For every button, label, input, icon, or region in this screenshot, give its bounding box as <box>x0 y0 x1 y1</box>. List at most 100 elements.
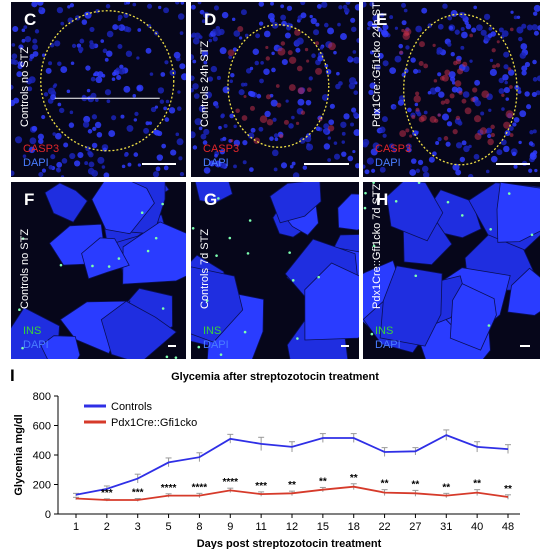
insulin-spot <box>146 249 150 253</box>
figure-letter: I <box>10 366 15 385</box>
insulin-spot <box>161 307 165 310</box>
tissue-lobe <box>81 237 130 280</box>
insulin-spot <box>489 228 492 231</box>
panel-e: E Pdx1Cre::Gfi1cko 24h STZ CASP3 DAPI <box>363 2 540 177</box>
significance-marker: *** <box>255 481 267 492</box>
stain-label: INS <box>375 325 394 337</box>
micrograph-image <box>363 2 540 177</box>
insulin-spot <box>215 254 218 257</box>
micrograph-image <box>11 182 186 359</box>
scale-bar <box>520 345 530 347</box>
insulin-spot <box>317 275 320 279</box>
insulin-spot <box>446 200 450 204</box>
insulin-spot <box>248 219 252 222</box>
insulin-spot <box>140 211 144 215</box>
x-tick-label: 22 <box>378 521 390 533</box>
micrograph-image <box>363 182 540 359</box>
dapi-label: DAPI <box>23 157 49 169</box>
y-tick-label: 0 <box>45 509 51 521</box>
significance-marker: **** <box>192 482 208 493</box>
islet-outline <box>40 10 175 152</box>
significance-marker: ** <box>319 476 327 487</box>
significance-marker: ** <box>442 482 450 493</box>
insulin-spot <box>117 257 121 260</box>
significance-marker: ** <box>288 480 296 491</box>
tissue-lobe <box>194 182 233 204</box>
x-axis-title: Days post streptozotocin treatment <box>197 538 382 549</box>
insulin-spot <box>165 355 169 359</box>
insulin-spot <box>487 324 491 327</box>
insulin-spot <box>414 274 418 278</box>
islet-outline <box>403 13 518 166</box>
x-tick-label: 12 <box>286 521 298 533</box>
y-tick-label: 800 <box>33 391 51 403</box>
significance-marker: **** <box>222 477 238 488</box>
x-tick-label: 1 <box>73 521 79 533</box>
micrograph-image <box>191 2 359 177</box>
panel-letter: F <box>24 190 35 209</box>
scale-bar <box>304 163 349 165</box>
x-tick-label: 5 <box>166 521 172 533</box>
insulin-spot <box>161 202 164 206</box>
scale-bar <box>341 345 349 347</box>
tissue-lobe <box>122 221 186 285</box>
insulin-spot <box>174 356 178 359</box>
islet-outline <box>227 24 330 148</box>
micrograph-image <box>11 2 186 177</box>
y-tick-label: 600 <box>33 421 51 433</box>
x-tick-label: 18 <box>348 521 360 533</box>
x-tick-label: 8 <box>196 521 202 533</box>
insulin-spot <box>370 332 374 336</box>
glycemia-chart: Glycemia after streptozotocin treatment 0… <box>13 371 520 549</box>
x-tick-label: 31 <box>440 521 452 533</box>
insulin-spot <box>243 330 247 334</box>
insulin-spot <box>18 308 21 312</box>
significance-marker: ** <box>504 484 512 495</box>
panel-condition-label: Pdx1Cre::Gfi1cko 7d STZ <box>371 183 383 309</box>
panel-f: F Controls no STZ INS DAPI <box>11 182 186 359</box>
panel-letter: H <box>376 190 389 209</box>
tissue-lobe <box>386 182 444 242</box>
stain-label: INS <box>23 325 42 337</box>
insulin-spot <box>372 244 376 248</box>
dapi-label: DAPI <box>23 339 49 351</box>
tissue-lobe <box>44 182 88 223</box>
panel-condition-label: Controls no STZ <box>19 228 31 309</box>
dapi-label: DAPI <box>375 157 401 169</box>
x-tick-label: 9 <box>227 521 233 533</box>
significance-marker: ** <box>473 479 481 490</box>
tissue-lobe <box>91 182 155 235</box>
scale-bar <box>496 163 530 165</box>
significance-marker: ** <box>350 473 358 484</box>
insulin-spot <box>219 353 223 356</box>
insulin-spot <box>191 226 195 230</box>
x-tick-label: 15 <box>317 521 329 533</box>
insulin-spot <box>507 192 511 195</box>
insulin-spot <box>460 214 464 217</box>
series-line-1 <box>75 485 509 501</box>
insulin-spot <box>21 346 24 350</box>
chart-title: Glycemia after streptozotocin treatment <box>171 371 379 383</box>
insulin-spot <box>291 279 295 282</box>
tissue-lobe <box>191 266 244 343</box>
significance-marker: ** <box>412 479 420 490</box>
insulin-spot <box>197 345 201 349</box>
stain-label: CASP3 <box>23 143 60 155</box>
x-tick-label: 11 <box>255 521 266 533</box>
panel-letter: D <box>204 10 217 29</box>
insulin-spot <box>91 264 94 268</box>
stain-label: CASP3 <box>375 143 412 155</box>
panel-condition-label: Controls 24h STZ <box>199 40 211 127</box>
x-tick-label: 48 <box>502 521 514 533</box>
tissue-lobe <box>337 193 359 231</box>
scale-bar <box>142 163 176 165</box>
insulin-spot <box>217 197 220 200</box>
y-tick-label: 200 <box>33 480 51 492</box>
y-tick-label: 400 <box>33 450 51 462</box>
tissue-lobe <box>269 182 322 224</box>
dapi-label: DAPI <box>203 157 229 169</box>
insulin-spot <box>59 263 63 267</box>
tissue-lobe <box>40 335 81 359</box>
significance-marker: **** <box>161 483 177 494</box>
insulin-spot <box>205 299 209 302</box>
